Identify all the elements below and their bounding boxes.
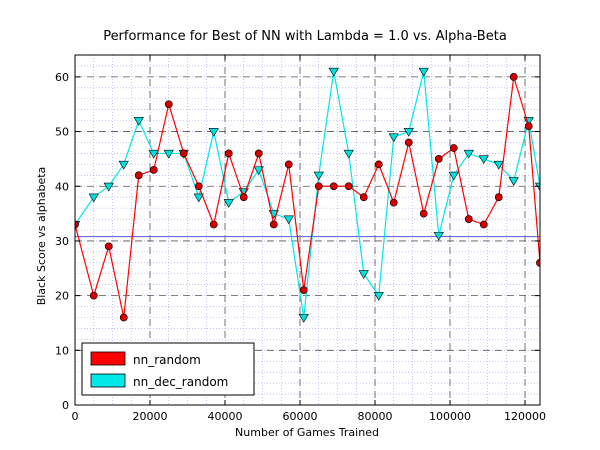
point-nn_dec_random	[358, 270, 369, 279]
plot-frame	[74, 54, 541, 406]
point-nn_dec_random	[403, 128, 414, 137]
y-tick-label: 30	[55, 235, 69, 248]
legend-swatch-nn-random	[90, 351, 126, 366]
y-tick-label: 40	[55, 180, 69, 193]
point-nn_random	[269, 220, 278, 229]
point-nn_dec_random	[253, 166, 264, 176]
point-nn_random	[359, 193, 368, 202]
point-nn_random	[254, 149, 263, 158]
point-nn_dec_random	[534, 182, 540, 192]
x-tick-label: 40000	[208, 410, 243, 423]
point-nn_dec_random	[163, 149, 174, 159]
point-nn_random	[329, 182, 338, 191]
x-tick-label: 60000	[283, 410, 318, 423]
series-nn_dec_random	[75, 67, 540, 323]
legend: nn_random nn_dec_random	[81, 342, 255, 396]
point-nn_dec_random	[298, 313, 309, 323]
point-nn_random	[434, 155, 443, 163]
point-nn_random	[509, 72, 518, 81]
y-axis-label: Black Score vs alphabeta	[35, 167, 48, 306]
point-nn_random	[464, 215, 473, 223]
legend-label-nn-random: nn_random	[133, 353, 201, 367]
point-nn_random	[344, 182, 353, 191]
x-axis-label: Number of Games Trained	[235, 426, 379, 439]
point-nn_random	[164, 100, 173, 109]
point-nn_random	[89, 291, 98, 300]
point-nn_dec_random	[283, 215, 294, 225]
point-nn_dec_random	[448, 171, 459, 181]
point-nn_dec_random	[418, 67, 429, 77]
y-tick-label: 0	[62, 399, 69, 412]
point-nn_dec_random	[328, 67, 339, 77]
x-tick-label: 120000	[504, 410, 546, 423]
point-nn_random	[179, 149, 188, 158]
point-nn_dec_random	[373, 292, 384, 301]
series-line-nn_random	[75, 76, 540, 318]
chart-title: Performance for Best of NN with Lambda =…	[103, 29, 507, 44]
point-nn_random	[494, 193, 503, 202]
point-nn_random	[194, 182, 203, 191]
point-nn_dec_random	[133, 117, 144, 126]
point-nn_dec_random	[118, 160, 129, 170]
point-nn_dec_random	[223, 199, 234, 208]
point-nn_random	[536, 258, 540, 267]
point-nn_random	[524, 122, 533, 130]
point-nn_random	[404, 138, 413, 147]
point-nn_random	[314, 182, 323, 191]
legend-swatch-nn-dec-random	[90, 373, 126, 388]
series-layer	[75, 67, 540, 323]
legend-label-nn-dec-random: nn_dec_random	[133, 375, 228, 389]
point-nn_random	[284, 160, 293, 169]
tick-labels: 0 20000 40000 60000 80000 100000 120000 0 10 20 30…	[55, 71, 546, 423]
point-nn_random	[479, 220, 488, 229]
series-nn_random	[75, 72, 540, 322]
x-tick-label: 100000	[429, 410, 471, 423]
x-tick-label: 20000	[133, 410, 168, 423]
point-nn_random	[134, 171, 143, 180]
point-nn_dec_random	[388, 133, 399, 143]
point-nn_dec_random	[493, 160, 504, 170]
point-nn_dec_random	[208, 128, 219, 137]
point-nn_random	[299, 286, 308, 295]
series-line-nn_dec_random	[75, 71, 540, 318]
point-nn_random	[449, 144, 458, 152]
y-tick-label: 20	[55, 290, 69, 303]
x-tick-label: 80000	[358, 410, 393, 423]
point-nn_dec_random	[343, 149, 354, 159]
point-nn_dec_random	[313, 171, 324, 181]
point-nn_dec_random	[148, 149, 159, 159]
y-tick-label: 10	[55, 344, 69, 357]
point-nn_random	[374, 160, 383, 169]
point-nn_dec_random	[508, 177, 519, 186]
y-tick-label: 60	[55, 71, 69, 84]
point-nn_random	[389, 198, 398, 207]
point-nn_dec_random	[433, 231, 444, 241]
point-nn_random	[224, 149, 233, 158]
y-tick-label: 50	[55, 126, 69, 139]
point-nn_random	[119, 313, 128, 322]
point-nn_dec_random	[463, 149, 474, 159]
point-nn_dec_random	[193, 193, 204, 203]
point-nn_random	[104, 242, 113, 251]
point-nn_dec_random	[103, 182, 114, 192]
point-nn_random	[149, 165, 158, 174]
point-nn_random	[419, 209, 428, 218]
point-nn_dec_random	[88, 193, 99, 203]
point-nn_random	[239, 193, 248, 202]
point-nn_random	[209, 220, 218, 229]
ticks	[74, 55, 540, 406]
point-nn_dec_random	[478, 155, 489, 165]
x-tick-label: 0	[72, 410, 79, 423]
